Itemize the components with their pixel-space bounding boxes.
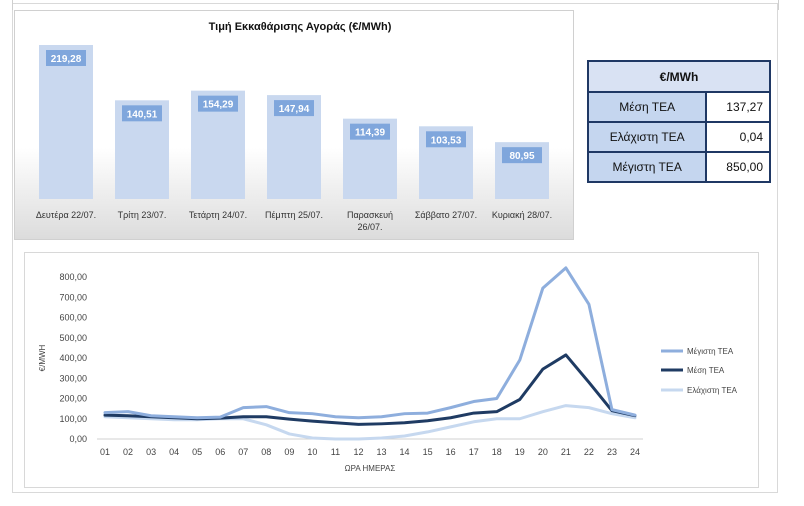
bar-category-label: Δευτέρα 22/07. [36,210,96,220]
bar-chart-title: Τιμή Εκκαθάρισης Αγοράς (€/MWh) [209,21,392,33]
x-tick-label: 11 [331,447,340,457]
x-axis-title: ΩΡΑ ΗΜΕΡΑΣ [345,464,396,473]
y-axis-title: €/MWH [38,344,47,371]
bar-value-label-box [426,131,466,148]
series-line [103,353,637,426]
bar-value-label: 80,95 [509,151,534,162]
x-tick-label: 16 [446,447,456,457]
bar-chart-panel: Τιμή Εκκαθάρισης Αγοράς (€/MWh) 219,28 Δε… [14,10,574,240]
x-tick-label: 12 [353,447,363,457]
series-line [103,266,637,420]
stats-row-avg: Μέση ΤΕΑ 137,27 [586,91,771,123]
bar [39,45,93,199]
outer-frame [12,3,778,493]
bar-value-label-box [502,147,542,164]
y-tick-label: 700,00 [59,292,87,302]
legend-label: Μέση ΤΕΑ [687,366,725,375]
stats-label-min: Ελάχιστη ΤΕΑ [586,121,708,153]
stats-label-max: Μέγιστη ΤΕΑ [586,151,708,183]
x-tick-label: 01 [100,447,110,457]
bar-value-label-box [350,123,390,140]
x-tick-label: 07 [238,447,248,457]
y-tick-label: 400,00 [59,353,87,363]
x-tick-label: 02 [123,447,133,457]
stats-row-max: Μέγιστη ΤΕΑ 850,00 [586,151,771,183]
x-tick-label: 04 [169,447,179,457]
x-tick-label: 13 [377,447,387,457]
bar-value-label: 114,39 [355,128,385,139]
y-tick-label: 100,00 [59,414,87,424]
y-tick-label: 200,00 [59,394,87,404]
stats-row-min: Ελάχιστη ΤΕΑ 0,04 [586,121,771,153]
legend-label: Μέγιστη ΤΕΑ [687,347,734,356]
bar-category-label: Πέμπτη 25/07. [265,210,323,220]
bar-chart: Τιμή Εκκαθάρισης Αγοράς (€/MWh) 219,28 Δε… [36,16,552,232]
bar-value-label: 103,53 [431,135,462,146]
y-tick-label: 600,00 [59,313,87,323]
bar-value-label: 219,28 [51,54,82,65]
bar-value-label-box [274,100,314,117]
stats-value-max: 850,00 [705,151,771,183]
x-tick-label: 10 [307,447,317,457]
bar-category-label: Παρασκευή [347,210,393,220]
bar-chart-title-box: Τιμή Εκκαθάρισης Αγοράς (€/MWh) [195,16,405,36]
stats-value-min: 0,04 [705,121,771,153]
x-tick-label: 18 [492,447,502,457]
bar-category-label: Κυριακή 28/07. [492,210,552,220]
stats-value-avg: 137,27 [705,91,771,123]
bar-category-label: Σάββατο 27/07. [415,210,477,220]
series-line [103,404,637,441]
bar-category-label: Τετάρτη 24/07. [189,210,247,220]
line-chart: 0,00 100,00 200,00 300,00 400,00 500,00 600,00… [38,266,738,473]
line-chart-panel: 0,00 100,00 200,00 300,00 400,00 500,00 600,00… [24,252,759,488]
y-tick-label: 800,00 [59,272,87,282]
x-tick-label: 24 [630,447,640,457]
bar-value-label-box [198,95,238,112]
x-tick-label: 20 [538,447,548,457]
stats-header-row: €/MWh [587,60,771,93]
x-tick-label: 22 [584,447,594,457]
x-tick-label: 05 [192,447,202,457]
x-tick-label: 15 [423,447,433,457]
bar-category-label: Τρίτη 23/07. [118,210,167,220]
bar-value-label: 147,94 [279,104,310,115]
stats-label-avg: Μέση ΤΕΑ [586,91,708,123]
x-tick-label: 23 [607,447,617,457]
stats-table: €/MWh Μέση ΤΕΑ 137,27 Ελάχιστη ΤΕΑ 0,04 … [586,60,771,183]
bar-category-label: 26/07. [357,222,382,232]
frame-tick [778,0,779,10]
y-tick-label: 300,00 [59,373,87,383]
y-tick-label: 0,00 [69,434,87,444]
x-tick-label: 19 [515,447,525,457]
x-tick-label: 08 [261,447,271,457]
x-tick-label: 03 [146,447,156,457]
legend-label: Ελάχιστη ΤΕΑ [687,386,738,395]
stats-header: €/MWh [587,60,771,93]
frame-tick [12,0,13,10]
x-tick-label: 21 [561,447,571,457]
x-tick-label: 14 [400,447,410,457]
y-tick-label: 500,00 [59,333,87,343]
x-tick-label: 06 [215,447,225,457]
bar-value-label-box [122,105,162,122]
x-tick-label: 17 [469,447,479,457]
bar-value-label: 154,29 [203,100,234,111]
bar-value-label: 140,51 [127,109,158,120]
bar-value-label-box [46,50,86,66]
x-tick-label: 09 [284,447,294,457]
